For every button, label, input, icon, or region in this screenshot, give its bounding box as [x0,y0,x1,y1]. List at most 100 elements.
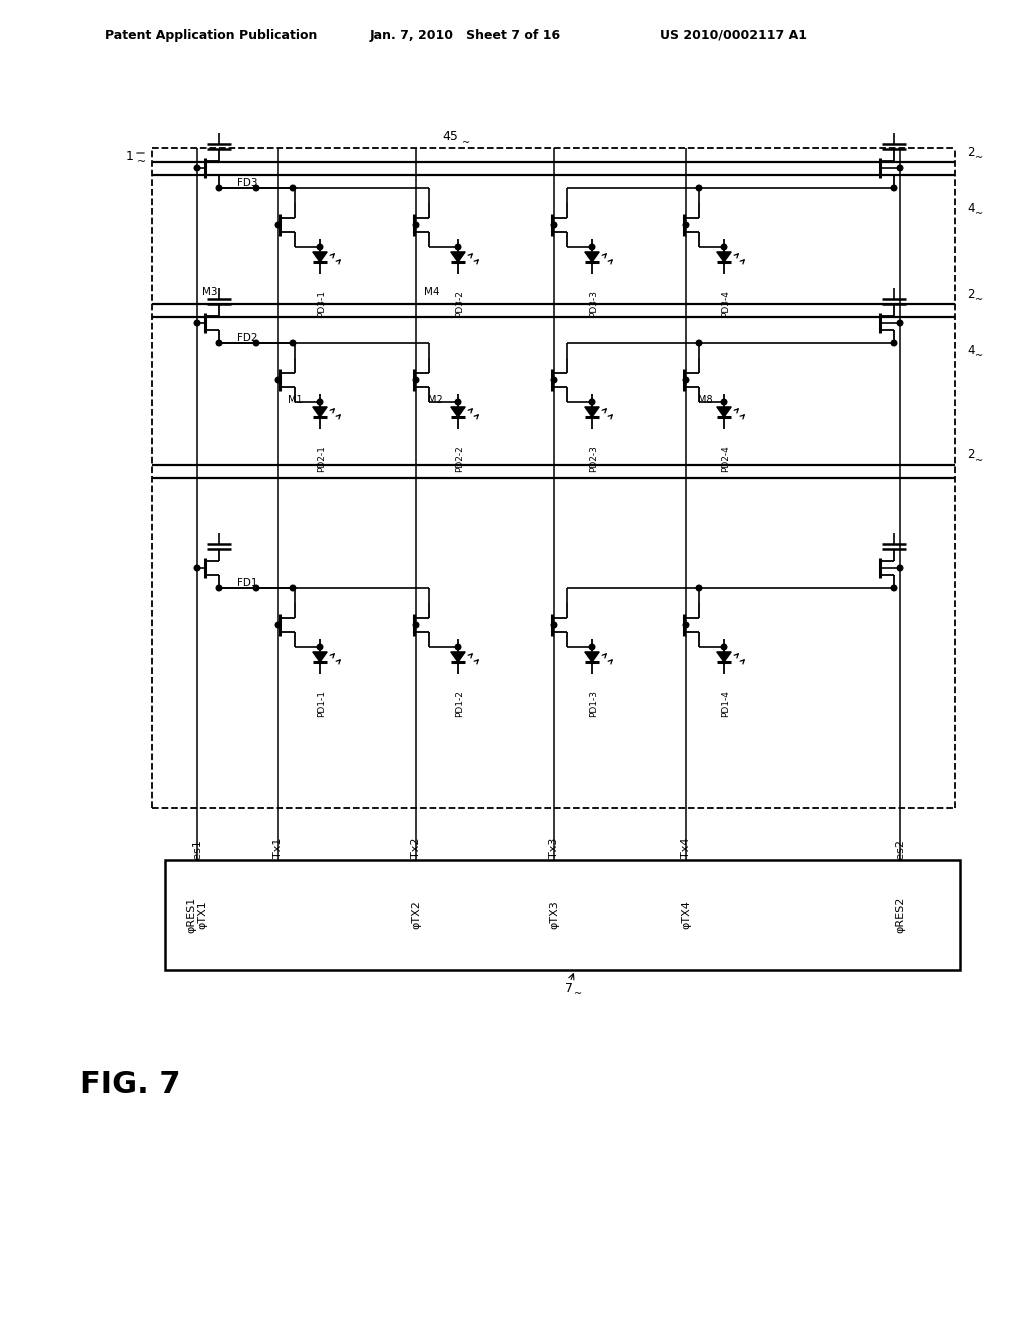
Polygon shape [312,252,328,261]
Text: 1: 1 [126,149,134,162]
Text: Jan. 7, 2010   Sheet 7 of 16: Jan. 7, 2010 Sheet 7 of 16 [370,29,561,41]
Text: φTX3: φTX3 [549,900,559,929]
Circle shape [216,585,222,591]
Text: φRES2: φRES2 [895,896,905,933]
Circle shape [195,321,200,326]
Circle shape [891,341,897,346]
Circle shape [696,185,701,191]
Text: 7: 7 [565,982,573,994]
Polygon shape [717,252,731,261]
Circle shape [589,399,595,405]
Circle shape [253,185,259,191]
Circle shape [891,585,897,591]
Circle shape [290,341,296,346]
Text: Tx2: Tx2 [411,838,421,858]
Text: ~: ~ [975,455,983,466]
Circle shape [897,165,903,170]
Text: Tx4: Tx4 [681,838,691,858]
Circle shape [721,644,727,649]
Text: 45: 45 [442,129,458,143]
Circle shape [216,185,222,191]
Text: PD3-1: PD3-1 [317,290,327,317]
Bar [165,861,961,970]
Text: ~: ~ [462,139,470,148]
Circle shape [275,378,281,383]
Text: M1: M1 [288,395,303,405]
Polygon shape [451,407,465,417]
Circle shape [275,222,281,228]
Text: Res2: Res2 [895,838,905,865]
Text: PD2-2: PD2-2 [456,445,465,471]
Text: PD1-4: PD1-4 [722,690,730,717]
Text: PD3-2: PD3-2 [456,290,465,317]
Polygon shape [451,652,465,663]
Polygon shape [312,652,328,663]
Circle shape [683,378,689,383]
Circle shape [696,585,701,591]
Polygon shape [717,652,731,663]
Text: ~: ~ [137,157,146,168]
Circle shape [897,321,903,326]
Text: Res1: Res1 [193,838,202,865]
Text: FD3: FD3 [237,178,257,187]
Circle shape [290,585,296,591]
Polygon shape [312,407,328,417]
Text: ~: ~ [975,153,983,162]
Text: 4: 4 [967,343,975,356]
Text: M2: M2 [428,395,442,405]
Text: Tx3: Tx3 [549,838,559,858]
Circle shape [551,222,557,228]
Text: φTX2: φTX2 [411,900,421,929]
Circle shape [253,585,259,591]
Text: PD1-2: PD1-2 [456,690,465,717]
Text: PD2-1: PD2-1 [317,445,327,471]
Circle shape [551,378,557,383]
Text: ~: ~ [975,351,983,360]
Circle shape [683,622,689,628]
Circle shape [696,341,701,346]
Text: ~: ~ [975,209,983,219]
Text: φRES1
φTX1: φRES1 φTX1 [186,896,208,933]
Polygon shape [585,252,599,261]
Text: 2: 2 [967,449,975,462]
Text: Patent Application Publication: Patent Application Publication [105,29,317,41]
Circle shape [897,565,903,570]
Polygon shape [451,252,465,261]
Circle shape [216,341,222,346]
Circle shape [414,222,419,228]
Circle shape [253,341,259,346]
Circle shape [721,399,727,405]
Text: PD3-3: PD3-3 [590,290,598,317]
Polygon shape [717,407,731,417]
Circle shape [195,165,200,170]
Circle shape [456,399,461,405]
Text: FIG. 7: FIG. 7 [80,1071,180,1100]
Text: FD2: FD2 [237,333,257,343]
Text: 4: 4 [967,202,975,214]
Circle shape [414,378,419,383]
Circle shape [551,622,557,628]
Circle shape [589,244,595,249]
Text: Tx1: Tx1 [273,838,283,858]
Polygon shape [585,652,599,663]
Text: φTX4: φTX4 [681,900,691,929]
Circle shape [683,222,689,228]
Text: 2: 2 [967,288,975,301]
Text: M8: M8 [698,395,713,405]
Text: PD2-3: PD2-3 [590,445,598,471]
Circle shape [195,565,200,570]
Circle shape [317,244,323,249]
Polygon shape [585,407,599,417]
Circle shape [317,399,323,405]
Circle shape [456,644,461,649]
Text: US 2010/0002117 A1: US 2010/0002117 A1 [660,29,807,41]
Text: PD1-3: PD1-3 [590,690,598,717]
Text: PD3-4: PD3-4 [722,290,730,317]
Text: PD2-4: PD2-4 [722,445,730,471]
Circle shape [721,244,727,249]
Circle shape [290,185,296,191]
Text: PD1-1: PD1-1 [317,690,327,717]
Text: M3: M3 [202,286,217,297]
Circle shape [414,622,419,628]
Text: 2: 2 [967,145,975,158]
